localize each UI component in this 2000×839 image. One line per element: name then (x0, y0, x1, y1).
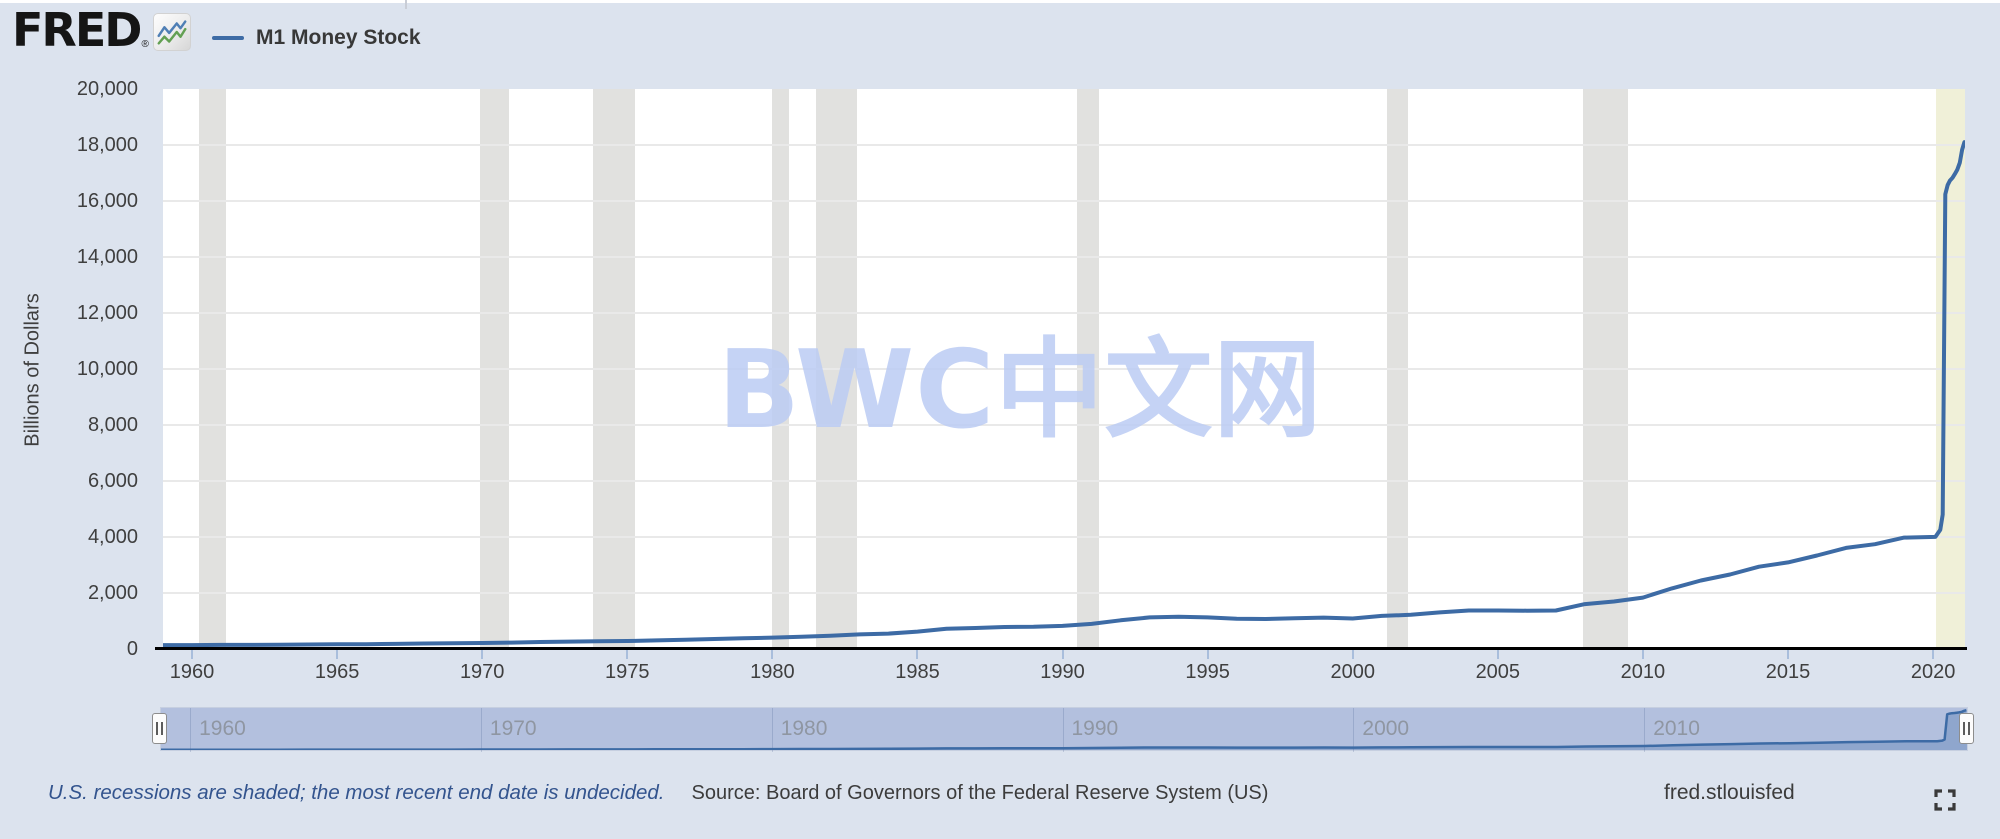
y-gridline (163, 592, 1965, 594)
series-line (163, 140, 1965, 648)
top-edge-strip (0, 0, 2000, 9)
x-tick-label: 1975 (605, 661, 650, 683)
fred-logo-text: FRED (12, 3, 142, 57)
x-tick (336, 650, 339, 659)
fullscreen-icon (1934, 789, 1956, 811)
y-tick-label: 6,000 (87, 470, 138, 492)
registered-mark: ® (141, 39, 149, 50)
x-tick-label: 2005 (1475, 661, 1521, 683)
legend-series-label: M1 Money Stock (256, 26, 421, 49)
x-tick (771, 650, 774, 659)
legend: M1 Money Stock (212, 26, 421, 50)
x-tick (1206, 650, 1209, 659)
slider-decade-line (1062, 708, 1064, 752)
y-tick-label: 12,000 (76, 302, 138, 324)
y-tick-label: 18,000 (76, 134, 138, 156)
y-tick-label: 16,000 (76, 190, 138, 212)
x-tick-label: 2010 (1620, 661, 1666, 683)
slider-mini-chart (161, 708, 1967, 750)
x-tick-label: 1995 (1185, 661, 1230, 683)
legend-line-swatch (212, 36, 244, 40)
x-tick-label: 1990 (1040, 661, 1085, 683)
slider-decade-label: 1960 (199, 717, 246, 740)
y-gridline (163, 200, 1965, 202)
x-tick (1932, 650, 1935, 659)
y-tick-label: 0 (126, 638, 138, 660)
x-tick-label: 2015 (1765, 661, 1811, 683)
x-tick-label: 1980 (750, 661, 795, 683)
slider-decade-line (771, 708, 773, 752)
slider-decade-line (190, 708, 192, 752)
recession-note: U.S. recessions are shaded; the most rec… (48, 781, 665, 804)
x-axis-line (155, 647, 1967, 650)
x-tick (481, 650, 484, 659)
x-tick (1496, 650, 1499, 659)
slider-decade-line (1353, 708, 1355, 752)
y-tick-label: 10,000 (76, 358, 138, 380)
slider-decade-line (1644, 708, 1646, 752)
fred-logo[interactable]: FRED ® (12, 3, 191, 57)
slider-decade-line (480, 708, 482, 752)
x-tick (626, 650, 629, 659)
plot-area[interactable]: BWC中文网 (163, 89, 1965, 649)
y-tick-label: 8,000 (87, 414, 138, 436)
y-gridline (163, 312, 1965, 314)
y-tick-label: 4,000 (87, 526, 138, 548)
x-tick-label: 2000 (1330, 661, 1375, 683)
y-gridline (163, 144, 1965, 146)
slider-decade-label: 1970 (489, 717, 537, 740)
slider-decade-label: 1990 (1071, 717, 1119, 740)
x-tick (191, 650, 194, 659)
y-tick-label: 20,000 (76, 78, 138, 100)
x-tick-label: 1960 (169, 661, 215, 683)
footer-left: U.S. recessions are shaded; the most rec… (48, 780, 1268, 806)
source-text: Source: Board of Governors of the Federa… (691, 782, 1269, 804)
watermark: BWC中文网 (717, 328, 1323, 453)
fullscreen-button[interactable] (1933, 789, 1957, 813)
y-gridline (163, 256, 1965, 258)
slider-decade-label: 1980 (780, 717, 828, 740)
slider-decade-label: 2000 (1362, 717, 1410, 740)
x-tick (1061, 650, 1064, 659)
x-tick-label: 2020 (1910, 661, 1956, 683)
slider-decade-label: 2010 (1653, 717, 1700, 740)
y-gridline (163, 480, 1965, 482)
x-tick (1786, 650, 1789, 659)
y-gridline (163, 536, 1965, 538)
x-tick (1641, 650, 1644, 659)
x-tick (1351, 650, 1354, 659)
y-tick-label: 2,000 (87, 582, 138, 604)
y-tick-label: 14,000 (76, 246, 138, 268)
top-edge-tick (405, 0, 407, 9)
range-slider-track[interactable]: 1960 1970 1980 1990 2000 2010 (160, 707, 1968, 752)
x-tick (916, 650, 919, 659)
x-tick-label: 1970 (459, 661, 505, 683)
y-gridline (163, 368, 1965, 370)
slider-right-handle[interactable] (1959, 713, 1974, 744)
x-tick-label: 1985 (895, 661, 940, 683)
site-credit: fred.stlouisfed (1664, 781, 1795, 804)
line-chart-icon (152, 13, 191, 51)
slider-left-handle[interactable] (152, 713, 167, 744)
y-gridline (163, 424, 1965, 426)
x-tick-label: 1965 (314, 661, 360, 683)
